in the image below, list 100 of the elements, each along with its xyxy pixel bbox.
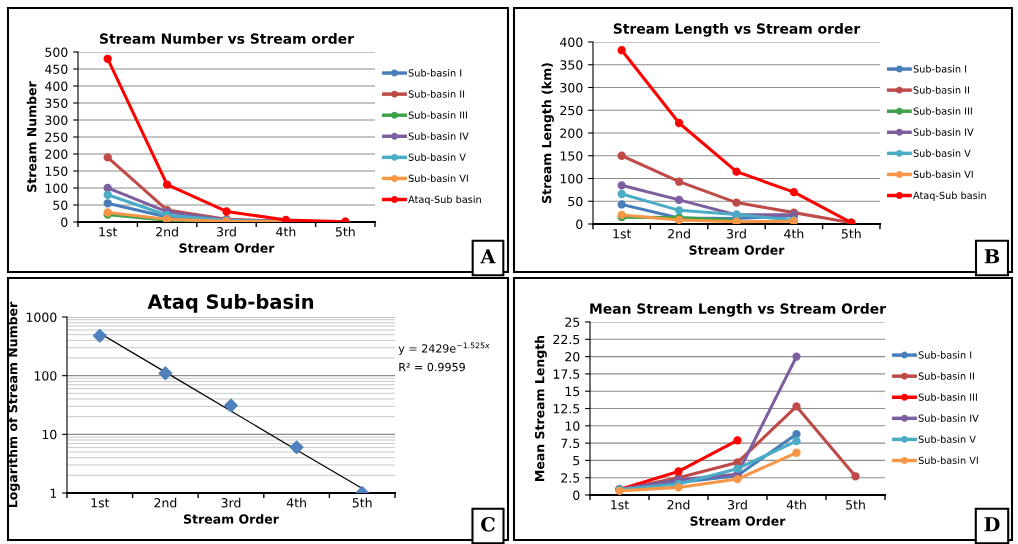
x-tick-label: 2nd	[154, 497, 177, 508]
y-tick-label: 300	[560, 82, 583, 93]
x-tick-label: 2nd	[667, 499, 690, 510]
point	[732, 198, 741, 207]
y-tick-label: 250	[45, 132, 68, 142]
legend-label: Ataq-Sub basin	[913, 191, 986, 201]
legend-label: Sub-basin I	[408, 69, 462, 77]
point	[162, 180, 172, 189]
y-tick-label: 250	[560, 105, 583, 116]
point	[674, 177, 684, 186]
point	[103, 54, 112, 63]
x-tick-label: 4th	[276, 226, 296, 237]
x-tick-label: 5th	[841, 228, 861, 239]
y-tick-label: 300	[45, 115, 68, 125]
y-tick-label: 0	[576, 219, 583, 229]
x-axis-title: Stream Order	[690, 516, 786, 526]
x-tick-label: 3rd	[728, 499, 747, 510]
point	[733, 436, 742, 445]
point	[617, 46, 626, 55]
point	[789, 187, 799, 197]
x-tick-label: 1st	[611, 500, 629, 510]
point	[792, 436, 801, 446]
y-tick-label: 10	[565, 421, 580, 431]
legend-label: Sub-basin II	[408, 90, 465, 98]
point	[92, 328, 107, 343]
point	[792, 448, 801, 457]
point	[733, 464, 742, 473]
y-tick-label: 200	[45, 149, 68, 159]
legend-label: Sub-basin III	[408, 111, 467, 119]
point	[792, 429, 801, 439]
x-tick-label: 2nd	[668, 228, 690, 239]
legend-label: Sub-basin V	[913, 149, 971, 157]
point	[289, 440, 304, 455]
point	[103, 183, 112, 193]
legend-label: Sub-basin VI	[918, 456, 978, 465]
point	[158, 366, 173, 381]
x-tick-label: 3rd	[727, 228, 746, 239]
text: y = 2429e$^{−1.525x}$	[398, 342, 490, 355]
point	[103, 153, 112, 162]
legend-label: Sub-basin III	[918, 393, 977, 401]
point	[851, 472, 860, 481]
y-axis-title: Stream Length (km)	[541, 63, 554, 203]
y-tick-label: 15	[565, 386, 580, 397]
legend-label: Sub-basin IV	[918, 414, 979, 422]
y-tick-label: 0	[61, 217, 68, 227]
x-tick-label: 4th	[286, 497, 306, 508]
point	[792, 402, 801, 411]
chart-title: Mean Stream Length vs Stream Order	[590, 303, 886, 317]
legend-label: Sub-basin IV	[408, 132, 469, 140]
x-axis-title: Stream Order	[689, 245, 785, 255]
y-tick-label: 150	[45, 166, 68, 176]
y-tick-label: 450	[45, 64, 68, 74]
legend-label: Ataq-Sub basin	[408, 195, 481, 205]
x-tick-label: 1st	[91, 498, 110, 508]
y-tick-label: 1	[50, 488, 57, 498]
point	[224, 398, 238, 413]
point	[617, 151, 626, 160]
x-tick-label: 5th	[352, 497, 372, 508]
y-tick-label: 1000	[26, 312, 57, 322]
point	[674, 467, 683, 476]
text: C	[481, 516, 495, 532]
legend-label: Sub-basin IV	[913, 128, 974, 136]
y-axis-title: Stream Number	[26, 81, 37, 192]
point	[674, 195, 684, 205]
point	[733, 474, 742, 484]
legend-label: Sub-basin II	[913, 86, 969, 94]
y-tick-label: 100	[560, 173, 583, 184]
x-tick-label: 3rd	[217, 226, 236, 237]
y-tick-label: 500	[45, 47, 68, 57]
y-tick-label: 25	[565, 317, 580, 327]
text: R² = 0.9959	[399, 362, 465, 372]
y-tick-label: 400	[560, 37, 583, 47]
x-tick-label: 2nd	[156, 226, 178, 237]
legend-label: Sub-basin VI	[913, 170, 973, 178]
x-axis-title: Stream Order	[179, 243, 275, 253]
x-tick-label: 5th	[846, 499, 865, 510]
y-tick-label: 20	[565, 352, 580, 362]
point	[792, 352, 801, 361]
text: A	[480, 249, 496, 264]
chart-title: Ataq Sub-basin	[147, 293, 314, 313]
point	[103, 190, 112, 199]
y-tick-label: 5	[573, 456, 580, 466]
y-tick-label: 7.5	[561, 438, 580, 449]
point	[222, 207, 231, 216]
y-tick-label: 100	[45, 183, 68, 193]
y-tick-label: 17.5	[553, 369, 580, 379]
point	[674, 206, 684, 215]
legend-label: Sub-basin V	[408, 153, 466, 161]
legend-label: Sub-basin III	[913, 107, 972, 115]
legend-label: Sub-basin I	[918, 351, 972, 359]
legend-label: Sub-basin VI	[408, 174, 468, 182]
x-axis-title: Stream Order	[183, 514, 279, 524]
chart-title: Stream Length vs Stream order	[613, 23, 861, 37]
x-tick-label: 1st	[99, 227, 118, 237]
legend-label: Sub-basin V	[918, 435, 976, 443]
point	[617, 200, 626, 209]
legend-label: Sub-basin II	[918, 372, 975, 380]
y-tick-label: 400	[45, 81, 68, 91]
y-tick-label: 50	[568, 196, 583, 207]
text: B	[984, 249, 1000, 264]
